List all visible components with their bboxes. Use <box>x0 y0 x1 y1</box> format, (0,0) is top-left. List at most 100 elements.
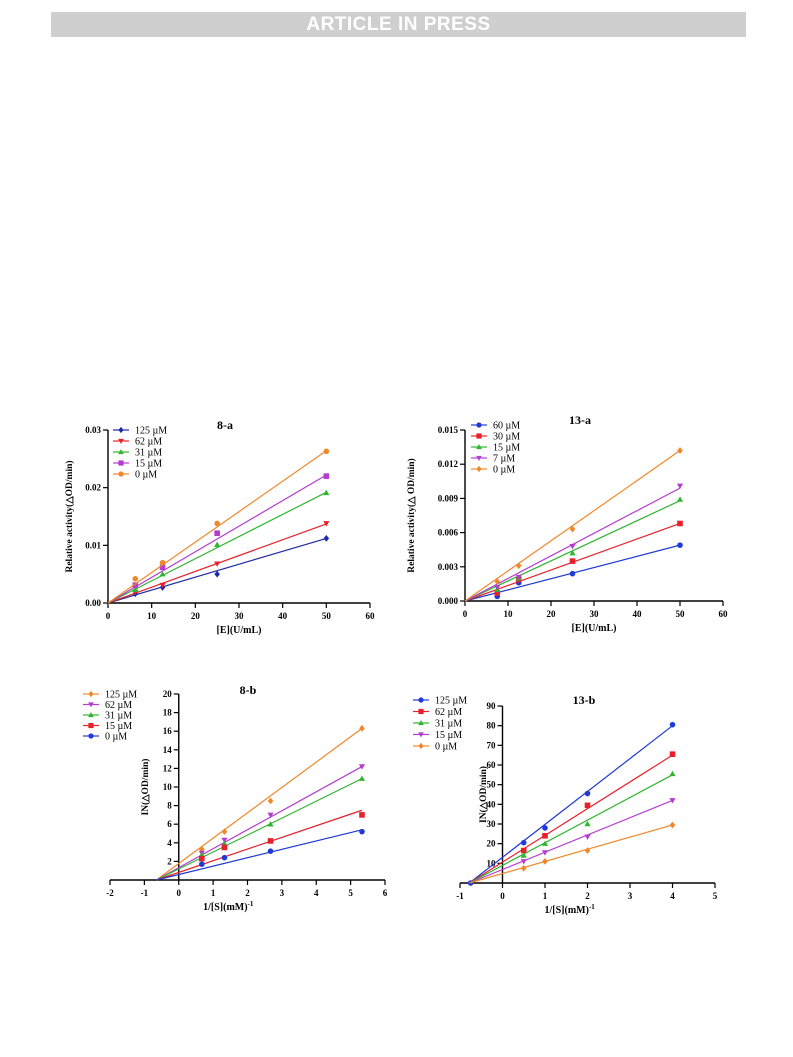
x-tick-label: 0 <box>500 891 505 901</box>
x-tick-label: 2 <box>245 888 250 898</box>
data-point <box>584 834 591 840</box>
data-point <box>221 844 228 851</box>
series-1 <box>469 751 676 884</box>
data-point <box>267 797 274 805</box>
legend-marker <box>418 697 424 703</box>
data-point <box>323 448 330 455</box>
x-tick-label: -1 <box>456 891 464 901</box>
data-point <box>676 483 684 489</box>
legend-label: 62 µM <box>105 700 132 711</box>
legend-marker <box>118 460 124 466</box>
fit-line <box>156 766 363 881</box>
data-point <box>221 840 228 846</box>
x-axis-label: [E](U/mL) <box>217 625 262 636</box>
data-point <box>359 812 365 818</box>
data-point <box>267 821 274 827</box>
legend-label: 15 µM <box>435 730 462 741</box>
chart-13-a: 0 10 20 30 40 50 60 0.000 0.003 0.006 0.009 0.012 0.… <box>406 413 729 634</box>
legend-marker <box>88 722 94 729</box>
data-point <box>677 447 683 454</box>
x-axis-label: 1/[S](mM)-1 <box>545 903 596 916</box>
x-tick-label: 2 <box>585 891 590 901</box>
data-point <box>358 775 366 781</box>
data-point <box>520 864 527 872</box>
data-point <box>542 858 548 865</box>
series-2 <box>107 489 330 604</box>
y-tick-label: 0.03 <box>85 425 101 435</box>
x-tick-label: 4 <box>314 888 319 898</box>
data-point <box>542 833 548 839</box>
fit-line <box>464 450 681 602</box>
legend-label: 30 µM <box>493 432 520 443</box>
data-point <box>214 561 221 567</box>
data-point <box>542 825 548 831</box>
series-3 <box>156 809 365 881</box>
legend-marker <box>88 733 94 739</box>
data-point <box>677 542 683 548</box>
legend-label: 125 µM <box>435 696 467 707</box>
data-point <box>541 850 549 856</box>
data-point <box>159 559 166 566</box>
series-4 <box>107 448 330 604</box>
series-0 <box>156 725 365 881</box>
x-tick-label: 60 <box>719 609 729 619</box>
x-tick-label: 50 <box>322 611 332 621</box>
legend-label: 31 µM <box>435 719 462 730</box>
legend-marker <box>88 712 94 718</box>
data-point <box>569 544 576 550</box>
data-point <box>323 489 330 496</box>
fit-line <box>107 450 327 604</box>
data-point <box>214 530 220 537</box>
data-point <box>159 582 166 589</box>
x-tick-label: 20 <box>191 611 201 621</box>
y-tick-label: 20 <box>487 839 497 849</box>
data-point <box>323 521 330 527</box>
data-point <box>669 751 676 757</box>
x-tick-label: 0 <box>177 888 182 898</box>
y-tick-label: 8 <box>167 801 172 811</box>
x-tick-label: -2 <box>106 888 114 898</box>
series-3 <box>469 798 676 884</box>
article-in-press-banner: ARTICLE IN PRESS <box>51 12 746 37</box>
data-point <box>198 861 205 867</box>
legend-label: 125 µM <box>105 690 137 701</box>
data-point <box>676 496 684 502</box>
y-tick-label: 0.006 <box>438 528 459 538</box>
data-point <box>669 721 676 728</box>
legend-label: 0 µM <box>105 732 127 743</box>
legend-label: 7 µM <box>493 454 515 465</box>
legend-marker <box>88 690 94 698</box>
data-point <box>584 820 591 827</box>
legend-marker <box>476 465 482 473</box>
y-axis-label: Relative activity(△OD/min) <box>64 460 75 572</box>
legend-label: 31 µM <box>105 711 132 722</box>
chart-title: 8-a <box>217 418 233 432</box>
legend-marker <box>418 708 424 715</box>
y-axis-label: IN(△OD/min) <box>140 759 151 816</box>
data-point <box>132 586 139 592</box>
y-tick-label: 0.015 <box>438 425 459 435</box>
legend-label: 15 µM <box>135 459 162 470</box>
legend-marker <box>418 732 424 738</box>
legend-marker <box>418 720 424 726</box>
fit-line <box>469 799 673 884</box>
data-point <box>132 582 139 588</box>
legend-marker <box>476 422 482 428</box>
y-tick-label: 10 <box>487 858 497 868</box>
legend-label: 62 µM <box>435 707 462 718</box>
legend-label: 15 µM <box>493 443 520 454</box>
chart-title: 13-b <box>573 693 596 707</box>
legend-marker <box>476 455 482 461</box>
legend-label: 31 µM <box>135 448 162 459</box>
y-axis-label: IN(△OD/min) <box>478 766 489 823</box>
legend-marker <box>118 471 124 477</box>
data-point <box>569 570 576 577</box>
data-point <box>267 838 274 844</box>
y-tick-label: 0.000 <box>438 596 459 606</box>
data-point <box>221 837 228 844</box>
data-point <box>520 852 527 858</box>
x-axis-label-sup: -1 <box>589 903 595 911</box>
data-point <box>494 585 501 591</box>
